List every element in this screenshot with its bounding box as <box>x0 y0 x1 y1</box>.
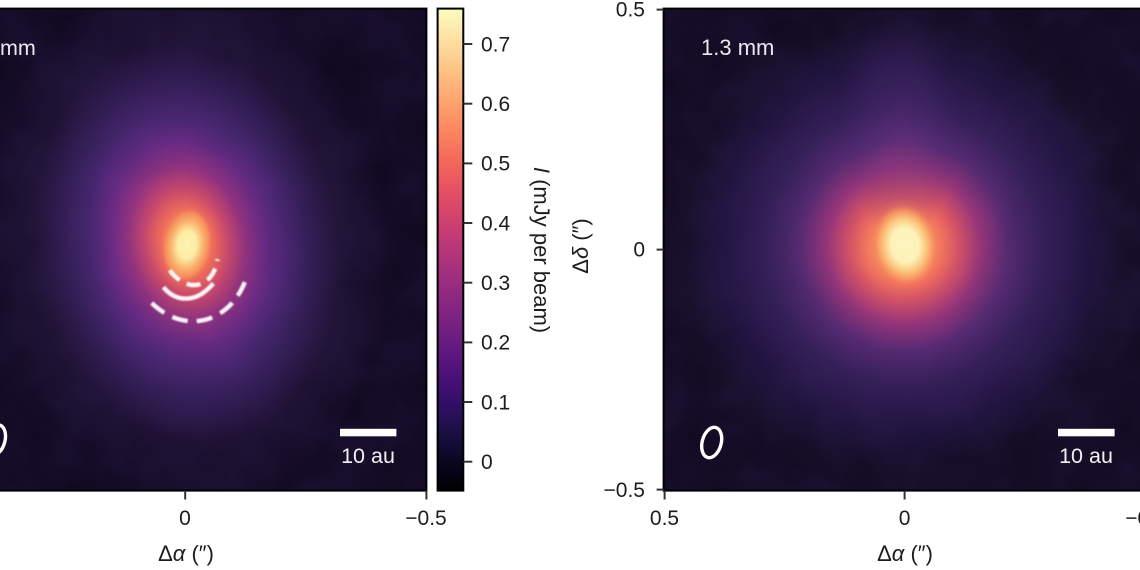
svg-text:−0.5: −0.5 <box>1125 507 1140 530</box>
svg-text:0: 0 <box>899 507 911 530</box>
svg-text:I (mJy per beam): I (mJy per beam) <box>529 167 554 333</box>
svg-text:0.5: 0.5 <box>650 507 679 530</box>
svg-text:10 au: 10 au <box>341 444 395 468</box>
svg-text:0: 0 <box>179 507 191 530</box>
svg-text:0.4: 0.4 <box>481 212 511 235</box>
svg-text:mm: mm <box>0 36 36 60</box>
svg-text:0.3: 0.3 <box>481 272 510 295</box>
svg-text:0.1: 0.1 <box>481 391 510 414</box>
svg-text:0.5: 0.5 <box>481 153 510 176</box>
svg-text:Δα (″): Δα (″) <box>877 541 933 566</box>
svg-text:1.3 mm: 1.3 mm <box>701 35 774 60</box>
svg-text:−0.5: −0.5 <box>604 479 645 502</box>
svg-text:0.7: 0.7 <box>481 33 510 56</box>
svg-text:Δα (″): Δα (″) <box>158 541 214 566</box>
svg-text:0: 0 <box>481 451 493 474</box>
svg-text:0.5: 0.5 <box>616 0 645 22</box>
svg-text:−0.5: −0.5 <box>405 507 446 530</box>
svg-text:10 au: 10 au <box>1059 444 1113 468</box>
svg-text:0.6: 0.6 <box>481 93 510 116</box>
svg-text:Δδ (″): Δδ (″) <box>568 218 593 274</box>
svg-text:0.2: 0.2 <box>481 332 510 355</box>
svg-text:0: 0 <box>633 239 645 262</box>
